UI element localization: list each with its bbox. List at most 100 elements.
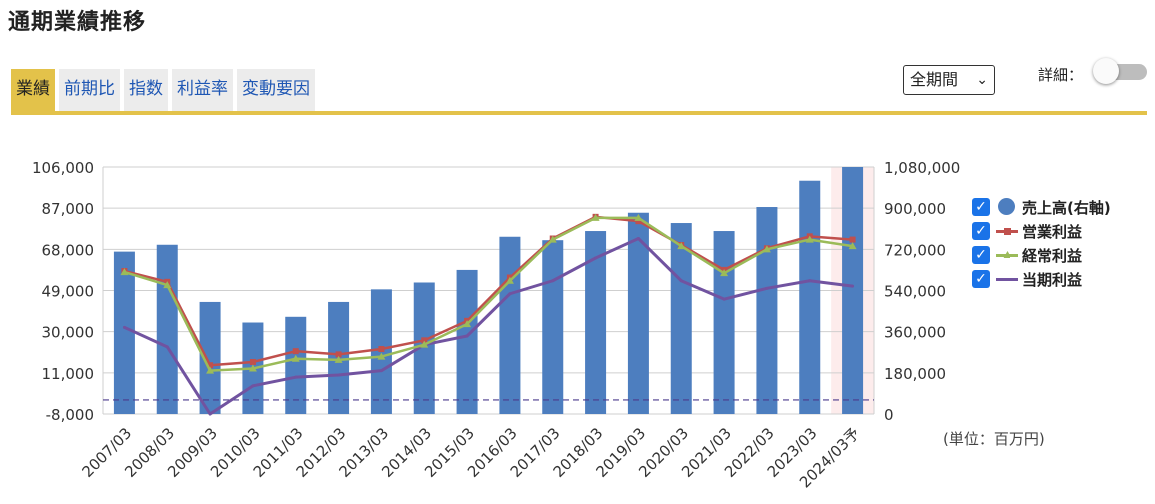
point-ordinary xyxy=(548,235,557,243)
circle-icon xyxy=(996,198,1018,215)
unit-note: (単位：百万円) xyxy=(943,430,1045,448)
point-net xyxy=(851,284,855,288)
legend-item-operating[interactable]: ✓ 営業利益 xyxy=(972,220,1111,242)
point-ordinary xyxy=(120,268,129,276)
point-operating xyxy=(849,236,856,243)
right-axis-tick: 360,000 xyxy=(884,324,946,342)
point-net xyxy=(122,325,126,329)
right-axis-tick: 1,080,000 xyxy=(884,159,960,177)
chevron-down-icon: ⌄ xyxy=(976,72,988,88)
left-axis-tick: 49,000 xyxy=(42,283,95,301)
bar-sales xyxy=(113,251,135,414)
point-net xyxy=(208,412,212,416)
point-operating xyxy=(335,351,342,358)
point-ordinary xyxy=(334,355,343,363)
point-operating xyxy=(249,359,256,365)
legend-label: 経常利益 xyxy=(1022,246,1083,265)
period-select[interactable]: 全期間 ⌄ xyxy=(903,65,995,95)
left-axis-tick: 11,000 xyxy=(42,365,95,383)
tab-underline xyxy=(11,111,1147,115)
point-net xyxy=(636,237,640,240)
tab-shisu[interactable]: 指数 xyxy=(124,69,168,111)
point-ordinary xyxy=(206,366,215,374)
point-ordinary xyxy=(163,281,172,289)
left-axis-tick: -8,000 xyxy=(46,406,94,424)
tab-bar: 業績 前期比 指数 利益率 変動要因 xyxy=(11,69,319,111)
point-operating xyxy=(207,362,214,369)
checkbox-icon[interactable]: ✓ xyxy=(972,246,990,264)
checkbox-icon[interactable]: ✓ xyxy=(972,222,990,240)
point-net xyxy=(722,297,726,301)
detail-toggle[interactable] xyxy=(1093,58,1147,84)
bar-sales xyxy=(670,223,692,414)
point-ordinary xyxy=(420,340,429,348)
chart-legend: ✓ 売上高(右軸) ✓ 営業利益 ✓ 経常利益 ✓ 当期利益 xyxy=(972,196,1111,292)
detail-label: 詳細： xyxy=(1038,66,1084,84)
series-line-square xyxy=(124,215,853,367)
right-axis-tick: 900,000 xyxy=(884,200,946,218)
point-net xyxy=(808,279,812,283)
left-axis-tick: 68,000 xyxy=(42,241,95,259)
left-axis-tick: 30,000 xyxy=(42,324,95,342)
point-net xyxy=(679,279,683,283)
checkbox-icon[interactable]: ✓ xyxy=(972,198,990,216)
bar-sales xyxy=(156,244,178,414)
bar-sales xyxy=(456,269,478,414)
tab-zenkihi[interactable]: 前期比 xyxy=(59,69,120,111)
legend-label: 営業利益 xyxy=(1022,222,1083,241)
point-ordinary xyxy=(848,242,857,250)
checkbox-icon[interactable]: ✓ xyxy=(972,270,990,288)
point-net xyxy=(594,256,598,260)
bar-sales xyxy=(585,231,607,414)
legend-item-net[interactable]: ✓ 当期利益 xyxy=(972,268,1111,290)
right-axis-tick: 180,000 xyxy=(884,365,946,383)
series-line-none xyxy=(123,237,853,416)
square-line-icon xyxy=(996,224,1018,238)
point-net xyxy=(251,384,255,388)
triangle-line-icon xyxy=(996,248,1018,262)
bar-sales xyxy=(542,240,564,414)
legend-item-ordinary[interactable]: ✓ 経常利益 xyxy=(972,244,1111,266)
point-net xyxy=(165,345,169,349)
period-select-value: 全期間 xyxy=(910,70,959,89)
point-net xyxy=(551,279,555,283)
right-axis-tick: 720,000 xyxy=(884,241,946,259)
toggle-knob xyxy=(1093,58,1119,84)
point-ordinary xyxy=(805,235,814,243)
point-net xyxy=(379,369,383,373)
point-net xyxy=(465,334,469,338)
bar-sales xyxy=(799,180,821,414)
page-title: 通期業績推移 xyxy=(8,10,147,35)
point-ordinary xyxy=(377,352,386,360)
left-axis-tick: 87,000 xyxy=(42,200,95,218)
point-ordinary xyxy=(591,213,600,221)
point-ordinary xyxy=(248,364,257,372)
tab-gyoseki[interactable]: 業績 xyxy=(11,69,55,111)
legend-item-sales[interactable]: ✓ 売上高(右軸) xyxy=(972,196,1111,218)
left-axis-tick: 106,000 xyxy=(32,159,94,177)
right-axis-tick: 540,000 xyxy=(884,283,946,301)
point-ordinary xyxy=(720,269,729,277)
tab-hendo-yoin[interactable]: 変動要因 xyxy=(237,69,315,111)
point-net xyxy=(508,292,512,296)
point-operating xyxy=(292,348,299,355)
point-net xyxy=(337,373,341,377)
bar-sales xyxy=(842,167,864,414)
point-ordinary xyxy=(505,276,514,284)
bar-sales xyxy=(713,231,735,414)
bar-sales xyxy=(627,212,649,414)
point-operating xyxy=(635,218,642,225)
point-ordinary xyxy=(762,245,771,253)
right-axis-tick: 0 xyxy=(884,406,894,424)
tab-riekiritsu[interactable]: 利益率 xyxy=(172,69,233,111)
series-line-triangle xyxy=(124,216,853,372)
point-net xyxy=(765,286,769,290)
legend-label: 売上高(右軸) xyxy=(1022,198,1111,217)
point-ordinary xyxy=(463,320,472,328)
line-icon xyxy=(996,272,1018,286)
point-operating xyxy=(378,346,385,352)
point-ordinary xyxy=(634,213,643,221)
bar-sales xyxy=(285,316,307,414)
legend-label: 当期利益 xyxy=(1022,270,1083,289)
